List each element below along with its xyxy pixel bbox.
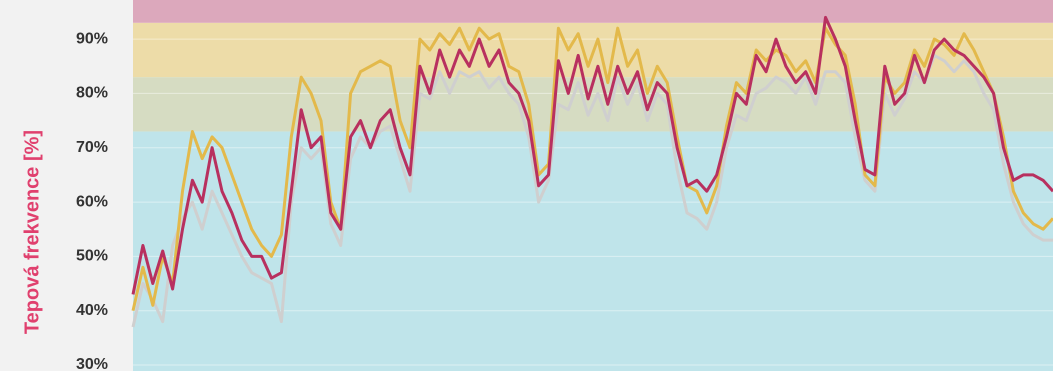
y-tick-label: 80% (76, 85, 108, 102)
axis-panel (0, 0, 133, 371)
y-tick-label: 30% (76, 356, 108, 371)
y-tick-label: 40% (76, 302, 108, 319)
y-tick-label: 70% (76, 139, 108, 156)
y-tick-label: 60% (76, 193, 108, 210)
zone (133, 131, 1053, 371)
series-line (131, 26, 1053, 312)
y-tick-label: 50% (76, 248, 108, 265)
series-line (131, 53, 1053, 328)
series-line (131, 15, 1053, 295)
lines (131, 15, 1053, 328)
y-axis-label: Tepová frekvence [%] (21, 130, 43, 334)
zone (133, 0, 1053, 23)
ticks: 30% 40% 50% 60% 70% 80% 90% (76, 30, 108, 371)
y-tick-label: 90% (76, 30, 108, 47)
